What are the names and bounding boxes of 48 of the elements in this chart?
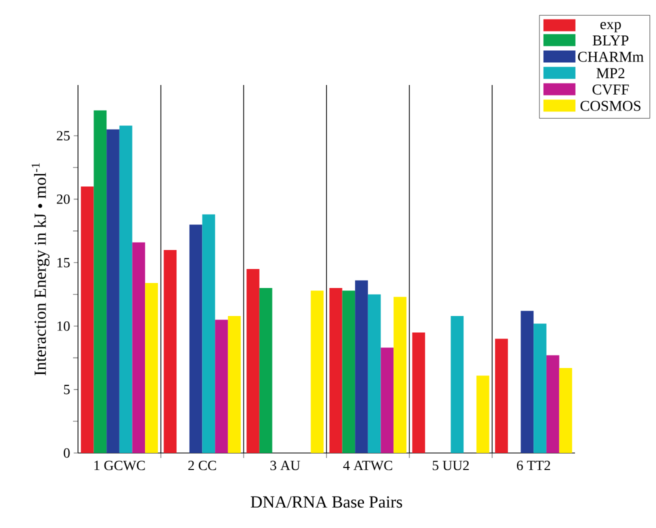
- bar: [546, 355, 560, 453]
- bar: [534, 324, 546, 453]
- y-tick-label: 0: [64, 448, 70, 458]
- bar: [145, 282, 158, 453]
- bar: [246, 269, 260, 453]
- legend-label: COSMOS: [580, 100, 640, 111]
- bar: [259, 288, 272, 453]
- bar: [80, 186, 94, 453]
- bar: [495, 338, 508, 453]
- x-tick-label: 5 UU2: [432, 460, 469, 470]
- bar: [559, 368, 572, 453]
- x-tick-label: 3 AU: [270, 460, 300, 470]
- y-tick-label: 25: [56, 131, 70, 140]
- bar: [412, 332, 426, 453]
- x-tick-label: 1 GCWC: [94, 460, 145, 470]
- bar: [132, 242, 146, 453]
- bar: [355, 280, 368, 453]
- y-axis-title: Interaction Energy in kJ • mol$^{-1}$: [32, 163, 50, 376]
- y-tick-label: 20: [56, 194, 70, 204]
- x-tick-label: 4 ATWC: [343, 460, 392, 470]
- legend-label: MP2: [596, 68, 624, 78]
- y-tick-label: 5: [64, 384, 70, 394]
- x-axis-title: DNA/RNA Base Pairs: [250, 496, 402, 508]
- legend-label: CVFF: [592, 84, 629, 95]
- bar: [94, 110, 107, 453]
- bar: [189, 224, 202, 453]
- bar: [520, 310, 534, 453]
- bar: [202, 214, 216, 453]
- y-tick-label: 15: [58, 258, 70, 268]
- bar: [380, 348, 394, 453]
- bar: [106, 129, 120, 453]
- bar: [329, 288, 342, 453]
- bar: [342, 290, 356, 453]
- bar: [119, 126, 132, 453]
- legend-label: BLYP: [592, 36, 628, 46]
- bar: [228, 316, 241, 453]
- bar: [215, 320, 228, 453]
- bar: [450, 316, 464, 453]
- bar: [368, 294, 381, 453]
- x-tick-label: 2 CC: [188, 460, 216, 470]
- bar: [394, 296, 406, 453]
- x-tick-label: 6 TT2: [516, 460, 550, 470]
- legend-label: CHARMm: [578, 52, 644, 62]
- legend-label: exp: [600, 22, 621, 32]
- bar: [310, 290, 324, 453]
- y-tick-label: 10: [58, 321, 70, 331]
- bar: [164, 250, 177, 453]
- bar: [476, 376, 490, 453]
